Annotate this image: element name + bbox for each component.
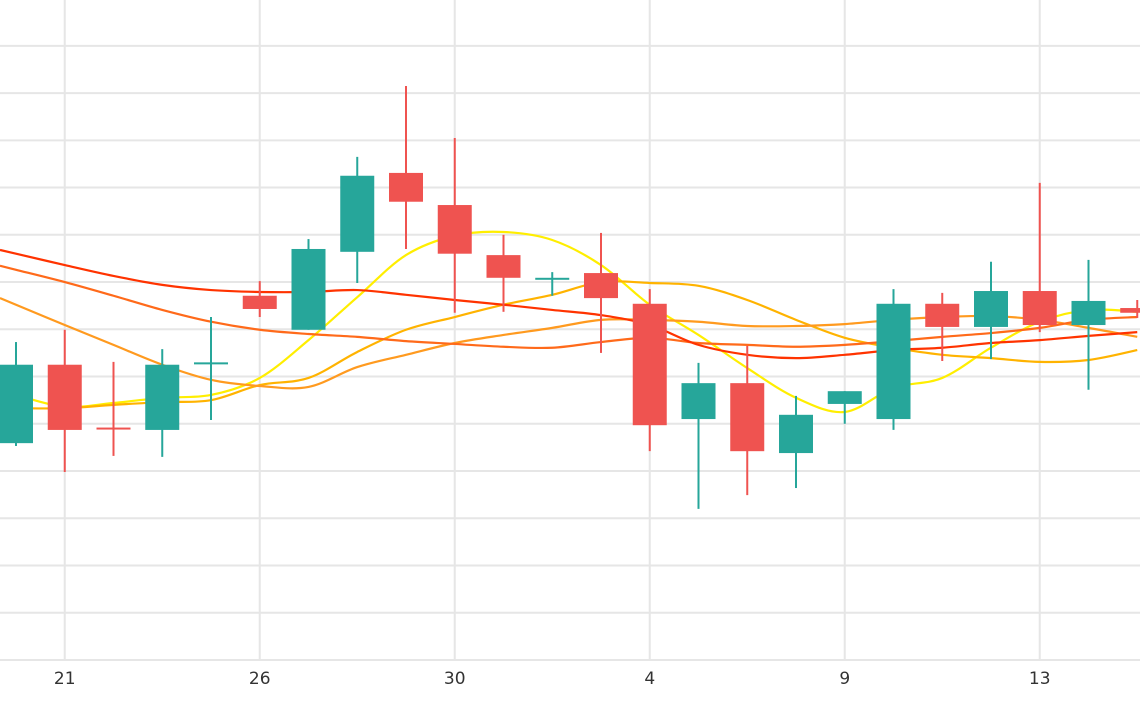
candle-down [584, 232, 618, 353]
candle-body [1120, 308, 1140, 313]
candle-body [730, 383, 765, 452]
candle-down [486, 234, 521, 312]
candle-up [145, 349, 180, 457]
candle-down [632, 289, 667, 452]
candle-down [1120, 300, 1140, 318]
candle-body [291, 248, 326, 330]
candle-up [681, 362, 716, 509]
x-tick-label: 21 [54, 669, 76, 689]
candle-body [535, 277, 570, 280]
x-tick-label: 30 [444, 669, 466, 689]
candle-down [1022, 182, 1057, 333]
candle-body [96, 427, 131, 430]
candle-body [1022, 291, 1057, 326]
candle-body [340, 175, 375, 252]
candle-body [827, 391, 862, 404]
candle-up [0, 342, 33, 446]
candle-body [194, 362, 228, 365]
candle-up [876, 289, 911, 430]
candle-down [925, 292, 960, 361]
candle-down [242, 281, 277, 318]
candle-down [389, 85, 423, 249]
candle-up [291, 239, 326, 330]
candle-body [1071, 300, 1106, 326]
candle-down [96, 361, 131, 456]
x-tick-label: 4 [644, 669, 655, 689]
candle-body [876, 303, 911, 420]
candle-up [827, 391, 862, 424]
candle-down [730, 345, 765, 496]
candle-body [681, 383, 716, 420]
candle-body [145, 364, 180, 430]
grid [0, 0, 1140, 661]
candle-up [194, 317, 228, 420]
candle-body [47, 364, 82, 430]
candle-body [974, 291, 1008, 327]
candle-body [242, 295, 277, 309]
candle-body [584, 273, 618, 299]
candle-body [0, 364, 33, 444]
candle-up [535, 272, 570, 296]
candle-body [632, 303, 667, 426]
candles [0, 85, 1140, 509]
x-tick-label: 13 [1029, 669, 1051, 689]
candle-body [779, 414, 813, 454]
candle-body [925, 303, 960, 327]
candle-up [1071, 259, 1106, 390]
candle-body [389, 172, 423, 202]
candle-down [47, 329, 82, 472]
x-tick-label: 9 [839, 669, 850, 689]
candle-body [437, 205, 472, 254]
candle-up [779, 395, 813, 489]
candle-down [437, 137, 472, 313]
candle-up [974, 261, 1008, 360]
ma-red-line [0, 248, 1138, 360]
x-axis: 21 26 30 4 9 13 [54, 669, 1051, 689]
candle-body [486, 255, 521, 278]
candle-up [340, 156, 375, 283]
x-tick-label: 26 [249, 669, 271, 689]
